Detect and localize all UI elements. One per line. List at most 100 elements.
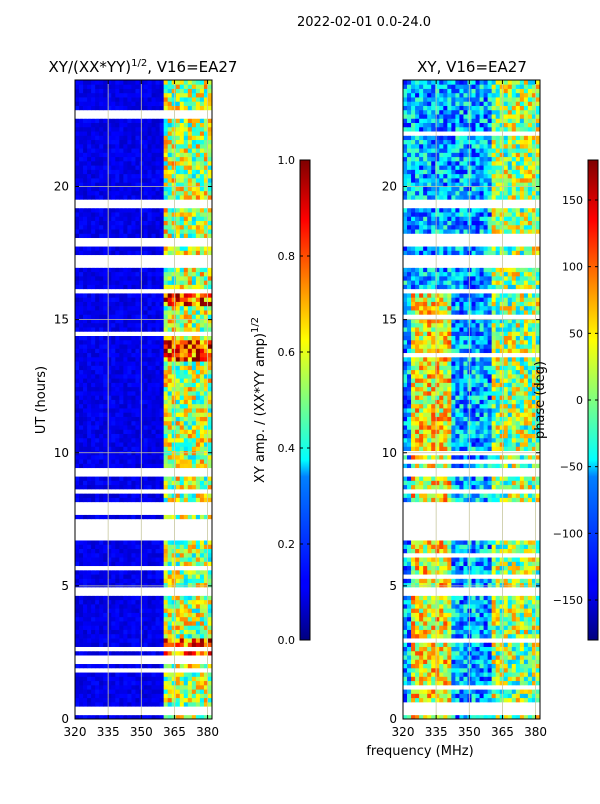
heat-cell bbox=[175, 293, 181, 298]
heat-cell bbox=[163, 650, 169, 656]
heat-cell bbox=[163, 126, 169, 132]
heat-cell bbox=[155, 335, 161, 341]
heat-cell bbox=[83, 574, 88, 579]
heat-cell bbox=[199, 373, 205, 379]
heat-cell bbox=[79, 275, 84, 281]
heat-cell bbox=[155, 322, 161, 328]
heat-cell bbox=[143, 335, 148, 341]
heat-cell bbox=[207, 416, 213, 422]
heat-cell bbox=[171, 335, 177, 341]
heat-cell bbox=[191, 663, 197, 669]
heat-cell bbox=[171, 403, 177, 409]
heat-cell bbox=[99, 672, 104, 677]
heat-cell bbox=[87, 714, 92, 720]
heat-cell bbox=[107, 314, 112, 319]
heat-cell bbox=[131, 254, 136, 260]
heat-cell bbox=[103, 97, 108, 102]
heat-cell bbox=[207, 122, 213, 128]
heat-cell bbox=[163, 207, 169, 213]
heat-cell bbox=[171, 331, 177, 336]
heat-cell bbox=[75, 437, 80, 443]
heat-cell bbox=[155, 493, 161, 498]
heat-cell bbox=[135, 331, 140, 336]
heat-cell bbox=[75, 186, 80, 192]
heat-cell bbox=[127, 608, 132, 613]
heat-cell bbox=[123, 195, 128, 200]
heat-cell bbox=[107, 540, 112, 545]
heat-cell bbox=[167, 263, 173, 268]
heat-cell bbox=[135, 373, 140, 379]
heat-cell bbox=[179, 288, 185, 294]
heat-cell bbox=[111, 97, 116, 102]
heat-cell bbox=[187, 412, 193, 417]
heat-cell bbox=[183, 433, 189, 439]
heat-cell bbox=[75, 373, 80, 379]
heat-cell bbox=[83, 621, 88, 626]
heat-cell bbox=[119, 569, 124, 575]
heat-cell bbox=[143, 625, 148, 630]
heat-cell bbox=[159, 659, 165, 665]
heat-cell bbox=[107, 339, 112, 345]
heat-cell bbox=[191, 212, 197, 217]
heat-cell bbox=[115, 425, 120, 430]
heat-cell bbox=[107, 552, 112, 558]
heat-cell bbox=[199, 97, 205, 102]
heat-cell bbox=[147, 578, 152, 584]
heat-cell bbox=[99, 565, 104, 571]
heat-cell bbox=[79, 186, 84, 192]
heat-cell bbox=[135, 297, 140, 302]
heat-cell bbox=[159, 139, 165, 145]
heat-cell bbox=[95, 672, 100, 677]
heat-cell bbox=[171, 109, 177, 115]
heat-cell bbox=[203, 148, 209, 153]
heat-cell bbox=[83, 557, 88, 562]
heat-cell bbox=[159, 173, 165, 179]
heat-cell bbox=[123, 667, 128, 673]
heat-cell bbox=[159, 97, 165, 102]
heat-cell bbox=[131, 314, 136, 319]
heat-cell bbox=[99, 331, 104, 336]
heat-cell bbox=[123, 152, 128, 158]
heat-cell bbox=[195, 275, 201, 281]
heat-cell bbox=[195, 139, 201, 145]
heat-cell bbox=[175, 97, 181, 102]
heat-cell bbox=[79, 459, 84, 464]
heat-cell bbox=[151, 92, 156, 98]
heat-cell bbox=[111, 246, 116, 251]
heat-cell bbox=[99, 420, 104, 426]
heat-cell bbox=[75, 135, 80, 141]
heat-cell bbox=[107, 638, 112, 643]
heat-cell bbox=[79, 101, 84, 106]
heat-cell bbox=[183, 275, 189, 281]
heat-cell bbox=[131, 697, 136, 703]
heat-cell bbox=[183, 293, 189, 298]
heat-cell bbox=[175, 267, 181, 273]
heat-cell bbox=[111, 565, 116, 571]
heat-cell bbox=[207, 535, 213, 541]
heat-cell bbox=[143, 224, 148, 230]
heat-cell bbox=[155, 672, 161, 677]
heat-cell bbox=[147, 548, 152, 554]
heat-cell bbox=[87, 416, 92, 422]
heat-cell bbox=[199, 586, 205, 592]
heat-cell bbox=[135, 237, 140, 243]
heat-cell bbox=[159, 629, 165, 635]
heat-cell bbox=[171, 540, 177, 545]
heat-cell bbox=[75, 382, 80, 388]
heat-cell bbox=[191, 476, 197, 481]
heat-cell bbox=[147, 156, 152, 162]
heat-cell bbox=[155, 246, 161, 251]
heat-cell bbox=[203, 369, 209, 375]
heat-cell bbox=[151, 390, 156, 396]
heat-cell bbox=[119, 629, 124, 635]
heat-cell bbox=[199, 684, 205, 690]
heat-cell bbox=[83, 693, 88, 699]
heat-cell bbox=[119, 561, 124, 567]
heat-cell bbox=[191, 650, 197, 656]
heat-cell bbox=[119, 118, 124, 123]
heat-cell bbox=[143, 689, 148, 694]
heat-cell bbox=[143, 310, 148, 315]
heat-cell bbox=[195, 578, 201, 584]
heat-cell bbox=[87, 497, 92, 503]
heat-cell bbox=[91, 97, 96, 102]
